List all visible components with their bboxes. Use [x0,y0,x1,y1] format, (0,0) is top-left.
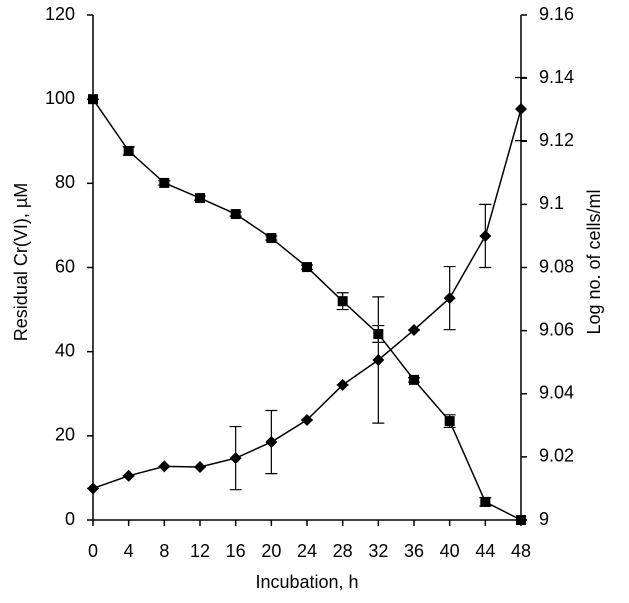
marker [195,193,205,204]
marker [516,515,526,525]
x-tick-label: 12 [190,541,210,561]
x-tick-label: 44 [475,541,495,561]
y-tick-label: 0 [65,509,75,529]
y-tick-label: 100 [45,88,75,108]
marker [88,94,98,105]
y2-tick-label: 9 [539,509,549,529]
y2-tick-label: 9.16 [539,4,574,24]
marker [337,296,348,307]
x-tick-label: 20 [261,541,281,561]
y2-tick-label: 9.12 [539,130,574,150]
marker [159,177,170,188]
y-tick-label: 80 [55,172,75,192]
marker [194,460,206,473]
x-tick-label: 8 [159,541,169,561]
y-tick-label: 20 [55,425,75,445]
x-tick-label: 4 [124,541,134,561]
marker [302,262,312,273]
marker [87,482,99,495]
x-tick-label: 0 [88,541,98,561]
marker [266,233,277,244]
x-axis-title: Incubation, h [255,572,358,592]
x-tick-label: 40 [440,541,460,561]
series-line [92,98,522,521]
y2-tick-label: 9.14 [539,67,574,87]
series-line [92,108,522,490]
marker [444,416,455,427]
marker [409,374,419,385]
marker [336,378,349,391]
marker [229,452,242,465]
y2-tick-label: 9.1 [539,193,564,213]
marker [123,145,134,156]
marker [372,353,385,366]
x-tick-label: 16 [226,541,246,561]
marker [443,292,456,305]
y2-tick-label: 9.04 [539,383,574,403]
marker [408,323,420,336]
y-tick-label: 60 [55,256,75,276]
x-tick-label: 48 [511,541,531,561]
y2-tick-label: 9.08 [539,256,574,276]
marker [479,229,492,242]
marker [122,469,135,482]
y2-tick-label: 9.06 [539,319,574,339]
y-tick-label: 40 [55,340,75,360]
x-tick-label: 32 [368,541,388,561]
x-tick-label: 36 [404,541,424,561]
x-tick-label: 24 [297,541,317,561]
y-tick-label: 120 [45,4,75,24]
y-axis-title: Residual Cr(VI), µM [11,183,31,341]
y2-axis-title: Log no. of cells/ml [584,189,604,334]
marker [230,209,241,220]
marker [515,103,527,116]
marker [480,496,491,507]
marker [265,436,278,449]
marker [301,413,313,426]
y2-tick-label: 9.02 [539,446,574,466]
x-tick-label: 28 [333,541,353,561]
marker [158,460,171,473]
